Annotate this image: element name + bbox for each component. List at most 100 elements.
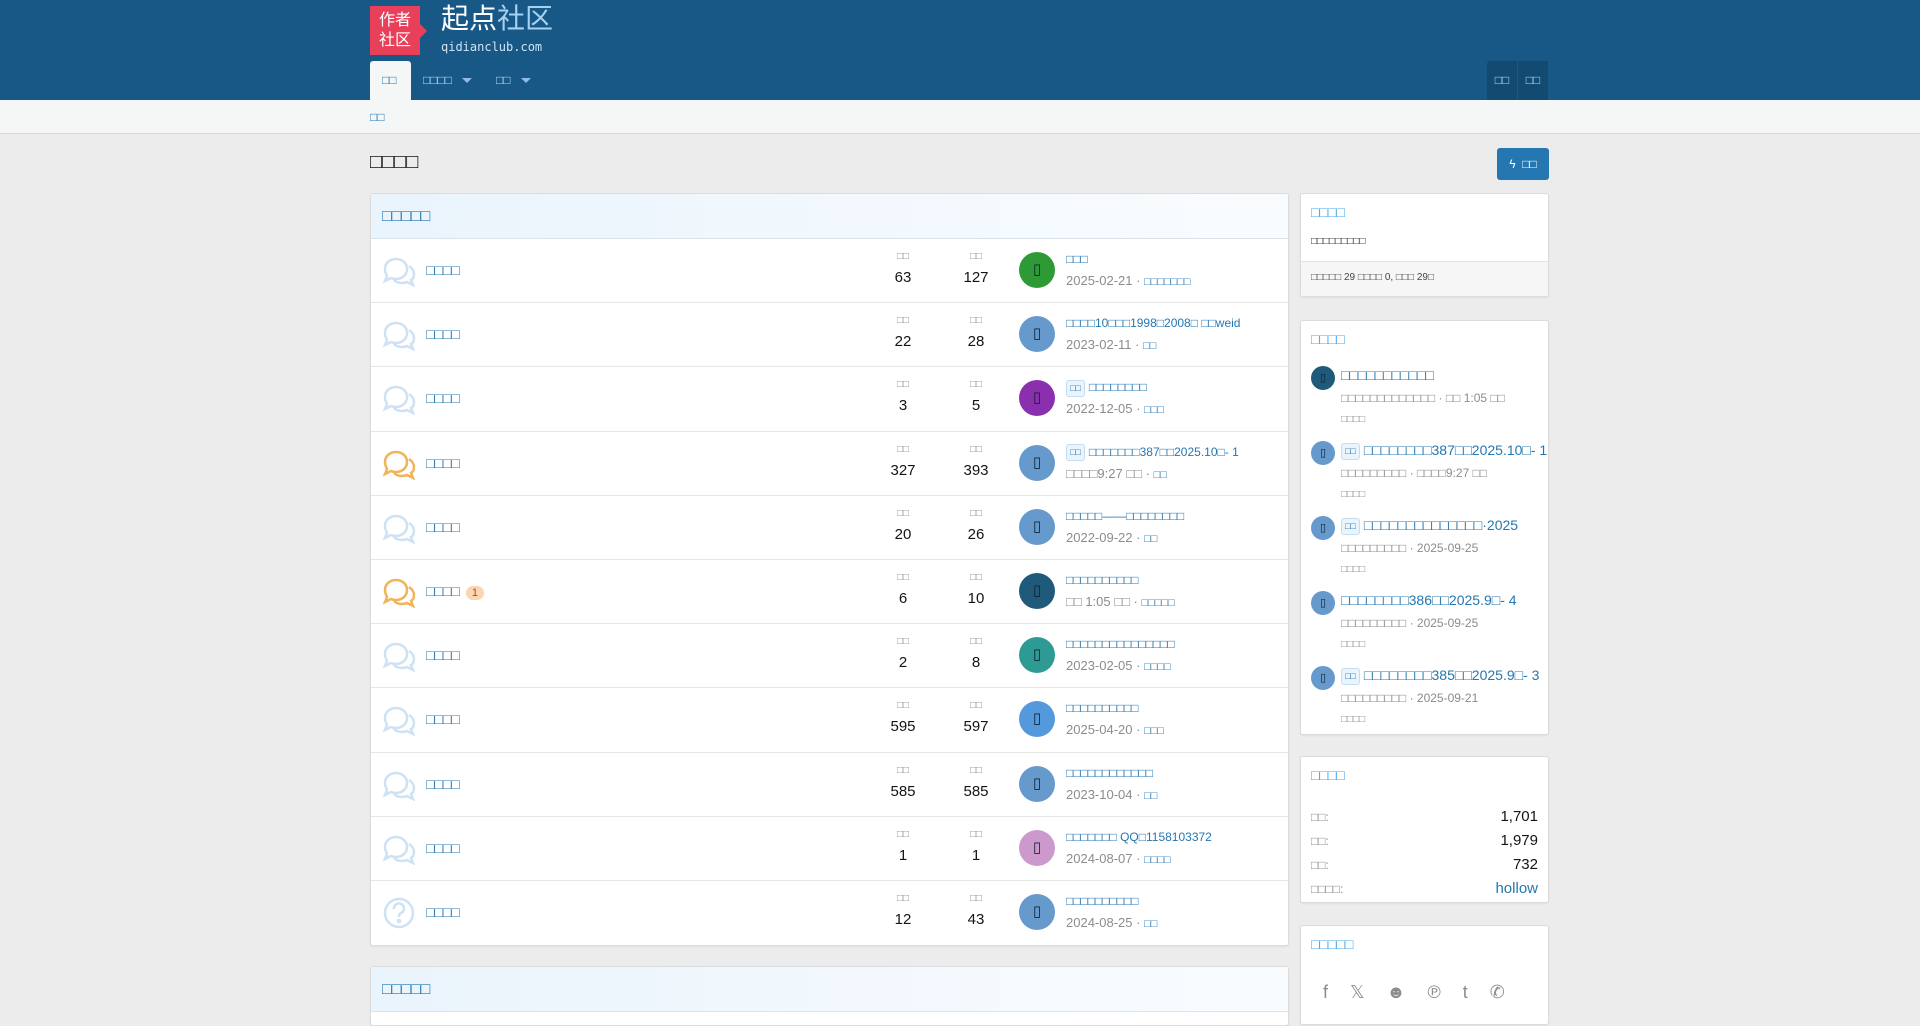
latest-thread-text[interactable]: □□□□□□□□□□□□□□□	[1066, 637, 1175, 652]
avatar[interactable]: ▯	[1311, 441, 1335, 465]
forum-title[interactable]: □□□□	[426, 262, 460, 278]
forum-title[interactable]: □□□□	[426, 904, 460, 920]
post-forum[interactable]: □□□□	[1341, 489, 1366, 500]
forum-title-text[interactable]: □□□□	[426, 647, 460, 664]
site-name[interactable]: 起点社区	[441, 2, 553, 36]
forum-title-text[interactable]: □□□□	[426, 582, 460, 599]
post-title-text[interactable]: □□□□□□□□387□□2025.10□- 1	[1363, 442, 1548, 458]
caret-down-icon[interactable]	[462, 78, 472, 84]
latest-thread-title[interactable]: □□□□□□□ QQ□1158103372	[1066, 829, 1212, 846]
tumblr-icon[interactable]: t	[1462, 982, 1468, 1002]
latest-user[interactable]: □□□	[1144, 404, 1164, 417]
latest-thread-title[interactable]: □□□□□□□□□□	[1066, 379, 1147, 397]
avatar[interactable]: ▯	[1311, 366, 1335, 390]
post-forum[interactable]: □□□□	[1341, 714, 1366, 725]
latest-user[interactable]: □□	[1153, 468, 1167, 481]
latest-user[interactable]: □□	[1144, 917, 1158, 930]
latest-thread-text[interactable]: □□□□□□□387□□2025.10□- 1	[1088, 444, 1239, 459]
post-title[interactable]: □□ □□□□□□□□□□□□□□·2025	[1341, 516, 1518, 535]
avatar[interactable]: ▯	[1019, 765, 1055, 802]
forum-title[interactable]: □□□□	[426, 776, 460, 792]
latest-thread-text[interactable]: □□□□□□□□	[1088, 380, 1147, 395]
avatar[interactable]: ▯	[1019, 508, 1055, 545]
category-title[interactable]: □□□□□	[371, 967, 1288, 1012]
avatar[interactable]: ▯	[1019, 316, 1055, 353]
caret-down-icon[interactable]	[520, 78, 531, 84]
forum-title[interactable]: □□□□	[426, 326, 460, 342]
forum-title[interactable]: □□□□	[426, 519, 460, 535]
latest-thread-title[interactable]: □□□□□□□□□□	[1066, 893, 1138, 910]
avatar[interactable]: ▯	[1019, 701, 1055, 738]
latest-thread-title[interactable]: □□ □□□□□□□387□□2025.10□- 1	[1066, 443, 1239, 461]
forum-title-text[interactable]: □□□□	[426, 518, 460, 535]
whats-new-button[interactable]: ϟ □□	[1497, 148, 1549, 180]
latest-user[interactable]: □□□□□	[1141, 596, 1175, 609]
post-title[interactable]: □□ □□□□□□□□385□□2025.9□- 3	[1341, 666, 1539, 685]
latest-thread-text[interactable]: □□□□□□□□□□	[1066, 893, 1139, 908]
forum-title-text[interactable]: □□□□	[426, 262, 460, 278]
nav-tab-home[interactable]: □□	[370, 61, 411, 100]
forum-title-text[interactable]: □□□□	[426, 390, 460, 407]
latest-thread-text[interactable]: □□□□□□□□□□	[1066, 572, 1139, 587]
latest-thread-title[interactable]: □□□	[1066, 251, 1088, 268]
latest-thread-title[interactable]: □□□□10□□□1998□2008□ □□weid	[1066, 315, 1240, 332]
latest-user[interactable]: □□□□	[1144, 661, 1171, 674]
avatar[interactable]: ▯	[1019, 444, 1055, 481]
forum-title[interactable]: □□□□	[426, 711, 460, 727]
latest-user[interactable]: □□□	[1144, 725, 1164, 738]
latest-thread-text[interactable]: □□□□□□□□□□□□	[1066, 765, 1153, 780]
stat-value[interactable]: hollow	[1495, 880, 1538, 897]
avatar[interactable]: ▯	[1019, 637, 1055, 674]
avatar[interactable]: ▯	[1019, 572, 1055, 609]
post-title-text[interactable]: □□□□□□□□386□□2025.9□- 4	[1341, 592, 1517, 608]
avatar[interactable]: ▯	[1311, 666, 1335, 690]
latest-thread-title[interactable]: □□□□□——□□□□□□□□	[1066, 508, 1184, 525]
avatar[interactable]: ▯	[1311, 516, 1335, 540]
block-title[interactable]: □□□□	[1311, 204, 1345, 220]
forum-title[interactable]: □□□□	[426, 390, 460, 406]
avatar[interactable]: ▯	[1019, 380, 1055, 417]
avatar[interactable]: ▯	[1019, 893, 1055, 930]
post-forum[interactable]: □□□□	[1341, 639, 1366, 650]
forum-title-text[interactable]: □□□□	[426, 454, 460, 471]
latest-user[interactable]: □□	[1143, 340, 1157, 353]
login-button[interactable]: □□	[1487, 61, 1518, 100]
breadcrumb-home[interactable]: □□	[370, 110, 385, 124]
latest-user[interactable]: □□□□□□□	[1144, 276, 1191, 288]
nav-tab-forums[interactable]: □□□□	[411, 61, 484, 100]
logo[interactable]: 作者 社区	[370, 6, 427, 55]
latest-thread-text[interactable]: □□□□10□□□1998□2008□ □□weid	[1066, 316, 1241, 331]
forum-title-text[interactable]: □□□□	[426, 903, 460, 920]
post-title[interactable]: □□ □□□□□□□□387□□2025.10□- 1	[1341, 441, 1547, 460]
block-title[interactable]: □□□□	[1311, 767, 1345, 783]
forum-title[interactable]: □□□□	[426, 840, 460, 856]
post-title-text[interactable]: □□□□□□□□385□□2025.9□- 3	[1363, 667, 1540, 683]
latest-thread-title[interactable]: □□□□□□□□□□□□□□□	[1066, 636, 1175, 653]
forum-title[interactable]: □□□□	[426, 647, 460, 663]
forum-title-text[interactable]: □□□□	[426, 326, 460, 343]
post-title[interactable]: □□□□□□□□□□□	[1341, 366, 1434, 385]
latest-thread-title[interactable]: □□□□□□□□□□	[1066, 700, 1138, 717]
post-title-text[interactable]: □□□□□□□□□□□	[1341, 367, 1435, 383]
nav-tab-more[interactable]: □□	[484, 61, 543, 100]
post-forum[interactable]: □□□□	[1341, 564, 1366, 575]
latest-thread-text[interactable]: □□□□□□□□□□	[1066, 701, 1139, 716]
facebook-icon[interactable]: f	[1323, 982, 1329, 1002]
forum-title[interactable]: □□□□ 1	[426, 583, 484, 600]
latest-thread-text[interactable]: □□□	[1066, 252, 1088, 266]
avatar[interactable]: ▯	[1019, 252, 1055, 288]
category-title[interactable]: □□□□□	[371, 194, 1288, 239]
forum-title-text[interactable]: □□□□	[426, 839, 460, 856]
avatar[interactable]: ▯	[1311, 591, 1335, 615]
post-title[interactable]: □□□□□□□□386□□2025.9□- 4	[1341, 591, 1517, 610]
forum-title-text[interactable]: □□□□	[426, 775, 460, 792]
block-title[interactable]: □□□□	[1311, 331, 1345, 347]
latest-user[interactable]: □□	[1144, 532, 1158, 545]
register-button[interactable]: □□	[1518, 61, 1549, 100]
block-title[interactable]: □□□□□	[1311, 936, 1354, 952]
latest-user[interactable]: □□	[1144, 789, 1158, 802]
latest-thread-text[interactable]: □□□□□□□ QQ□1158103372	[1066, 829, 1212, 844]
latest-thread-title[interactable]: □□□□□□□□□□	[1066, 572, 1138, 589]
forum-title[interactable]: □□□□	[426, 455, 460, 471]
post-title-text[interactable]: □□□□□□□□□□□□□□·2025	[1363, 517, 1519, 533]
